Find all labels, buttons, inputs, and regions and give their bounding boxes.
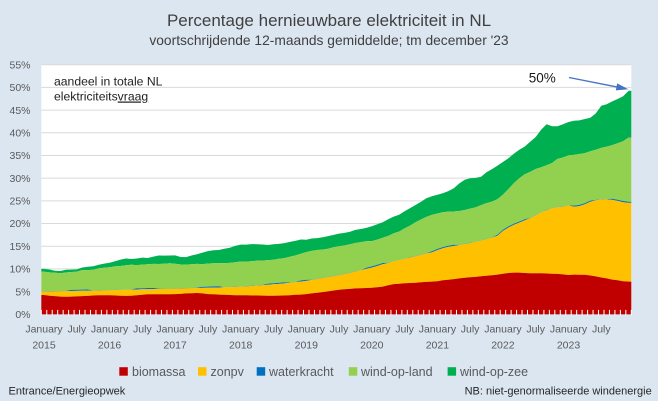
svg-text:July: July [330,324,349,336]
svg-text:July: July [67,324,86,336]
svg-text:January: January [222,324,260,336]
svg-text:January: January [91,324,129,336]
svg-text:2021: 2021 [426,340,450,352]
svg-text:25%: 25% [9,196,30,208]
svg-text:2019: 2019 [295,340,319,352]
svg-text:July: July [526,324,545,336]
svg-text:45%: 45% [9,105,30,117]
svg-text:Entrance/Energieopwek: Entrance/Energieopwek [9,386,126,398]
svg-text:NB: niet-genormaliseerde winde: NB: niet-genormaliseerde windenergie [465,386,652,398]
svg-text:40%: 40% [9,128,30,140]
svg-text:biomassa: biomassa [132,365,186,379]
svg-text:July: July [461,324,480,336]
svg-text:zonpv: zonpv [211,365,245,379]
svg-text:July: July [264,324,283,336]
svg-text:2018: 2018 [229,340,253,352]
svg-text:2023: 2023 [557,340,581,352]
svg-text:2016: 2016 [98,340,122,352]
svg-text:January: January [484,324,522,336]
svg-text:5%: 5% [15,286,30,298]
svg-text:2020: 2020 [360,340,384,352]
svg-text:10%: 10% [9,264,30,276]
svg-text:55%: 55% [9,59,30,71]
svg-text:aandeel in totale NL: aandeel in totale NL [54,75,163,89]
svg-text:35%: 35% [9,150,30,162]
svg-text:wind-op-land: wind-op-land [360,365,433,379]
svg-text:Percentage hernieuwbare elektr: Percentage hernieuwbare elektriciteit in… [167,11,491,30]
svg-text:15%: 15% [9,241,30,253]
svg-text:voortschrijdende 12-maands gem: voortschrijdende 12-maands gemiddelde; t… [149,33,509,48]
svg-text:0%: 0% [15,309,30,321]
svg-text:2022: 2022 [491,340,515,352]
svg-text:20%: 20% [9,218,30,230]
svg-text:wind-op-zee: wind-op-zee [459,365,528,379]
svg-text:2015: 2015 [32,340,56,352]
svg-text:January: January [419,324,457,336]
svg-text:July: July [592,324,611,336]
svg-text:50%: 50% [529,71,556,86]
svg-text:July: July [395,324,414,336]
svg-text:elektriciteitsvraag: elektriciteitsvraag [54,90,148,104]
svg-text:January: January [156,324,194,336]
svg-text:July: July [133,324,152,336]
svg-text:July: July [199,324,218,336]
svg-text:waterkracht: waterkracht [268,365,334,379]
svg-text:January: January [25,324,63,336]
svg-text:2017: 2017 [163,340,187,352]
svg-text:January: January [353,324,391,336]
svg-text:30%: 30% [9,173,30,185]
svg-text:January: January [550,324,588,336]
svg-text:50%: 50% [9,82,30,94]
svg-text:January: January [288,324,326,336]
